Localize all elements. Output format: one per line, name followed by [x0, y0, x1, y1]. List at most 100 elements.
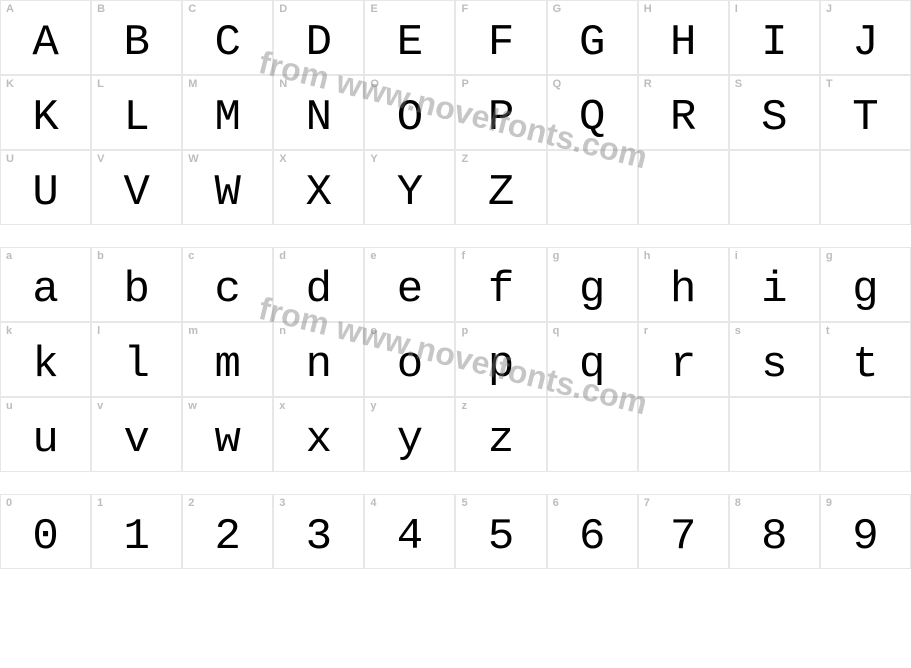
- cell-glyph: V: [123, 171, 149, 215]
- cell-label: w: [188, 401, 197, 412]
- cell-glyph: i: [761, 268, 787, 312]
- uppercase-cell: SS: [729, 75, 820, 150]
- cell-label: 2: [188, 498, 194, 509]
- cell-glyph: x: [306, 418, 332, 462]
- uppercase-cell: YY: [364, 150, 455, 225]
- lowercase-cell: kk: [0, 322, 91, 397]
- cell-label: C: [188, 4, 196, 15]
- cell-label: L: [97, 79, 104, 90]
- cell-label: 8: [735, 498, 741, 509]
- lowercase-cell: [638, 397, 729, 472]
- lowercase-cell: ii: [729, 247, 820, 322]
- lowercase-cell: rr: [638, 322, 729, 397]
- uppercase-cell: QQ: [547, 75, 638, 150]
- cell-label: F: [461, 4, 468, 15]
- cell-label: 1: [97, 498, 103, 509]
- lowercase-grid: aabbccddeeffgghhiiggkkllmmnnooppqqrrsstt…: [0, 247, 911, 472]
- lowercase-cell: oo: [364, 322, 455, 397]
- uppercase-cell: [547, 150, 638, 225]
- cell-label: S: [735, 79, 742, 90]
- cell-glyph: Z: [488, 171, 514, 215]
- cell-label: E: [370, 4, 377, 15]
- cell-label: Q: [553, 79, 562, 90]
- uppercase-cell: EE: [364, 0, 455, 75]
- cell-label: 7: [644, 498, 650, 509]
- cell-label: Z: [461, 154, 468, 165]
- digit-cell: 99: [820, 494, 911, 569]
- lowercase-cell: [547, 397, 638, 472]
- uppercase-cell: AA: [0, 0, 91, 75]
- lowercase-cell: tt: [820, 322, 911, 397]
- cell-label: G: [553, 4, 562, 15]
- cell-label: 0: [6, 498, 12, 509]
- cell-glyph: E: [397, 21, 423, 65]
- cell-label: R: [644, 79, 652, 90]
- uppercase-cell: XX: [273, 150, 364, 225]
- cell-label: k: [6, 326, 12, 337]
- cell-label: Y: [370, 154, 377, 165]
- cell-label: I: [735, 4, 738, 15]
- cell-glyph: L: [123, 96, 149, 140]
- cell-label: M: [188, 79, 197, 90]
- lowercase-cell: dd: [273, 247, 364, 322]
- cell-glyph: H: [670, 21, 696, 65]
- cell-glyph: Q: [579, 96, 605, 140]
- cell-glyph: b: [123, 268, 149, 312]
- uppercase-cell: LL: [91, 75, 182, 150]
- digit-cell: 88: [729, 494, 820, 569]
- cell-glyph: d: [306, 268, 332, 312]
- uppercase-cell: RR: [638, 75, 729, 150]
- cell-label: 3: [279, 498, 285, 509]
- cell-glyph: 3: [306, 515, 332, 559]
- cell-label: 9: [826, 498, 832, 509]
- cell-label: n: [279, 326, 286, 337]
- cell-label: K: [6, 79, 14, 90]
- cell-label: r: [644, 326, 648, 337]
- cell-glyph: s: [761, 343, 787, 387]
- lowercase-cell: [820, 397, 911, 472]
- cell-label: m: [188, 326, 198, 337]
- cell-glyph: 2: [215, 515, 241, 559]
- lowercase-cell: nn: [273, 322, 364, 397]
- cell-label: y: [370, 401, 376, 412]
- cell-glyph: e: [397, 268, 423, 312]
- charmap-root: { "watermark_text": "from www.novelfonts…: [0, 0, 911, 668]
- lowercase-cell: aa: [0, 247, 91, 322]
- cell-label: d: [279, 251, 286, 262]
- digit-cell: 00: [0, 494, 91, 569]
- cell-label: W: [188, 154, 198, 165]
- lowercase-cell: zz: [455, 397, 546, 472]
- cell-glyph: 9: [852, 515, 878, 559]
- cell-glyph: 0: [32, 515, 58, 559]
- cell-glyph: 8: [761, 515, 787, 559]
- uppercase-cell: OO: [364, 75, 455, 150]
- cell-label: 6: [553, 498, 559, 509]
- cell-glyph: 4: [397, 515, 423, 559]
- lowercase-cell: xx: [273, 397, 364, 472]
- cell-glyph: Y: [397, 171, 423, 215]
- cell-label: i: [735, 251, 738, 262]
- uppercase-cell: NN: [273, 75, 364, 150]
- cell-glyph: g: [579, 268, 605, 312]
- cell-glyph: u: [32, 418, 58, 462]
- cell-glyph: S: [761, 96, 787, 140]
- lowercase-cell: qq: [547, 322, 638, 397]
- uppercase-cell: TT: [820, 75, 911, 150]
- cell-glyph: o: [397, 343, 423, 387]
- digit-cell: 55: [455, 494, 546, 569]
- uppercase-cell: CC: [182, 0, 273, 75]
- cell-glyph: D: [306, 21, 332, 65]
- lowercase-cell: ee: [364, 247, 455, 322]
- cell-label: O: [370, 79, 379, 90]
- cell-glyph: q: [579, 343, 605, 387]
- digit-cell: 22: [182, 494, 273, 569]
- cell-glyph: J: [852, 21, 878, 65]
- cell-glyph: 7: [670, 515, 696, 559]
- cell-label: t: [826, 326, 830, 337]
- lowercase-cell: yy: [364, 397, 455, 472]
- digit-cell: 77: [638, 494, 729, 569]
- lowercase-cell: cc: [182, 247, 273, 322]
- cell-glyph: I: [761, 21, 787, 65]
- digit-cell: 66: [547, 494, 638, 569]
- cell-glyph: R: [670, 96, 696, 140]
